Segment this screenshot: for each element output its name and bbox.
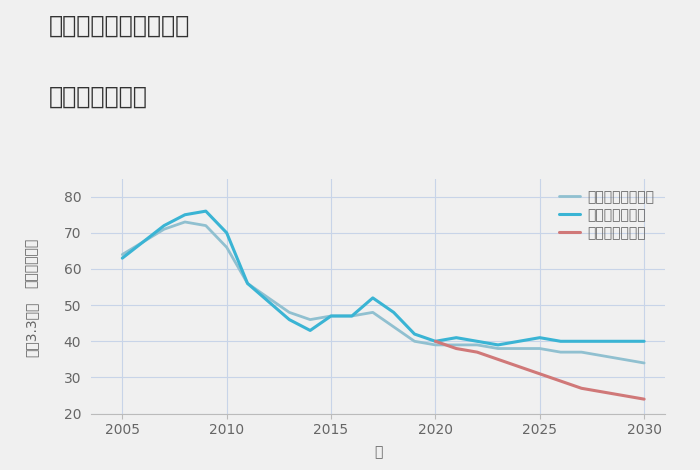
ノーマルシナリオ [306,317,314,322]
ノーマルシナリオ [244,281,252,286]
ノーマルシナリオ [494,346,502,352]
ノーマルシナリオ [536,346,544,352]
Text: 坪（3.3㎡）: 坪（3.3㎡） [25,301,38,357]
Text: 愛知県豊明市新栄町の: 愛知県豊明市新栄町の [49,14,190,38]
グッドシナリオ [473,338,482,344]
グッドシナリオ [389,310,398,315]
グッドシナリオ [514,338,523,344]
バッドシナリオ [598,389,607,395]
ノーマルシナリオ [285,310,293,315]
グッドシナリオ [578,338,586,344]
Legend: ノーマルシナリオ, グッドシナリオ, バッドシナリオ: ノーマルシナリオ, グッドシナリオ, バッドシナリオ [555,186,658,244]
バッドシナリオ [514,364,523,369]
ノーマルシナリオ [514,346,523,352]
Line: バッドシナリオ: バッドシナリオ [435,341,644,399]
グッドシナリオ [452,335,461,340]
ノーマルシナリオ [389,324,398,329]
グッドシナリオ [536,335,544,340]
バッドシナリオ [578,385,586,391]
ノーマルシナリオ [118,252,127,258]
グッドシナリオ [244,281,252,286]
ノーマルシナリオ [431,342,440,348]
バッドシナリオ [536,371,544,376]
グッドシナリオ [556,338,565,344]
グッドシナリオ [410,331,419,337]
Text: 土地の価格推移: 土地の価格推移 [49,85,148,109]
グッドシナリオ [348,313,356,319]
ノーマルシナリオ [223,244,231,250]
バッドシナリオ [431,338,440,344]
X-axis label: 年: 年 [374,446,382,460]
グッドシナリオ [494,342,502,348]
ノーマルシナリオ [578,349,586,355]
ノーマルシナリオ [410,338,419,344]
グッドシナリオ [181,212,189,218]
ノーマルシナリオ [348,313,356,319]
ノーマルシナリオ [202,223,210,228]
ノーマルシナリオ [556,349,565,355]
Line: グッドシナリオ: グッドシナリオ [122,211,644,345]
グッドシナリオ [369,295,377,301]
グッドシナリオ [223,230,231,235]
ノーマルシナリオ [598,353,607,359]
グッドシナリオ [619,338,627,344]
ノーマルシナリオ [327,313,335,319]
バッドシナリオ [556,378,565,384]
ノーマルシナリオ [452,342,461,348]
バッドシナリオ [452,346,461,352]
グッドシナリオ [431,338,440,344]
ノーマルシナリオ [160,227,168,232]
バッドシナリオ [640,396,648,402]
バッドシナリオ [473,349,482,355]
ノーマルシナリオ [619,357,627,362]
グッドシナリオ [202,208,210,214]
グッドシナリオ [598,338,607,344]
グッドシナリオ [306,328,314,333]
グッドシナリオ [118,255,127,261]
ノーマルシナリオ [369,310,377,315]
バッドシナリオ [619,393,627,399]
グッドシナリオ [160,223,168,228]
Text: 単価（万円）: 単価（万円） [25,238,38,288]
Line: ノーマルシナリオ: ノーマルシナリオ [122,222,644,363]
ノーマルシナリオ [473,342,482,348]
グッドシナリオ [285,317,293,322]
バッドシナリオ [494,357,502,362]
ノーマルシナリオ [181,219,189,225]
ノーマルシナリオ [640,360,648,366]
グッドシナリオ [327,313,335,319]
グッドシナリオ [640,338,648,344]
